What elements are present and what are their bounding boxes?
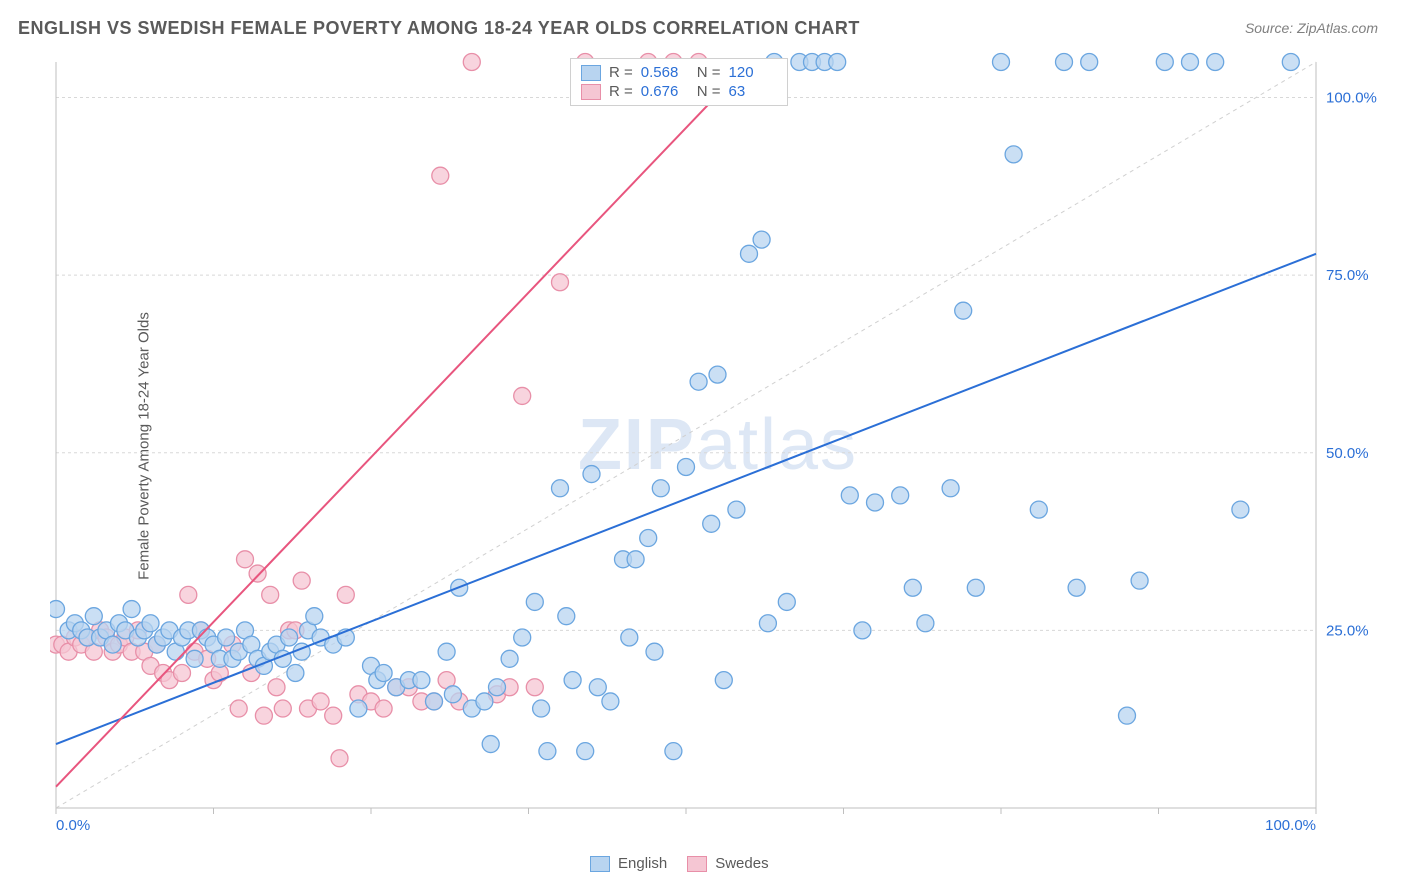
legend-label-english: English — [618, 855, 667, 872]
legend-row-swedes: R = 0.676 N = 63 — [581, 82, 777, 101]
n-value-english: 120 — [729, 64, 777, 81]
legend-label-swedes: Swedes — [715, 855, 768, 872]
n-value-swedes: 63 — [729, 83, 777, 100]
n-label: N = — [697, 83, 721, 100]
swatch-english — [581, 65, 601, 81]
svg-text:75.0%: 75.0% — [1326, 267, 1369, 284]
chart-container: ZIPatlas 25.0%50.0%75.0%100.0%0.0%100.0% — [50, 52, 1386, 838]
swatch-swedes — [581, 84, 601, 100]
legend-row-english: R = 0.568 N = 120 — [581, 63, 777, 82]
correlation-legend: R = 0.568 N = 120 R = 0.676 N = 63 — [570, 58, 788, 106]
r-value-swedes: 0.676 — [641, 83, 689, 100]
swatch-english — [590, 856, 610, 872]
r-label: R = — [609, 64, 633, 81]
series-legend: English Swedes — [590, 855, 769, 872]
legend-item-english: English — [590, 855, 667, 872]
swatch-swedes — [687, 856, 707, 872]
legend-item-swedes: Swedes — [687, 855, 768, 872]
scatter-plot: 25.0% 50.0% 75.0% 100.0% 0.0% 100.0% — [50, 52, 1386, 838]
svg-text:0.0%: 0.0% — [56, 817, 90, 834]
svg-text:100.0%: 100.0% — [1326, 90, 1377, 107]
source-attribution: Source: ZipAtlas.com — [1245, 20, 1378, 36]
n-label: N = — [697, 64, 721, 81]
svg-text:100.0%: 100.0% — [1265, 817, 1316, 834]
svg-text:50.0%: 50.0% — [1326, 445, 1369, 462]
chart-title: ENGLISH VS SWEDISH FEMALE POVERTY AMONG … — [18, 18, 860, 39]
r-value-english: 0.568 — [641, 64, 689, 81]
r-label: R = — [609, 83, 633, 100]
svg-text:25.0%: 25.0% — [1326, 622, 1369, 639]
